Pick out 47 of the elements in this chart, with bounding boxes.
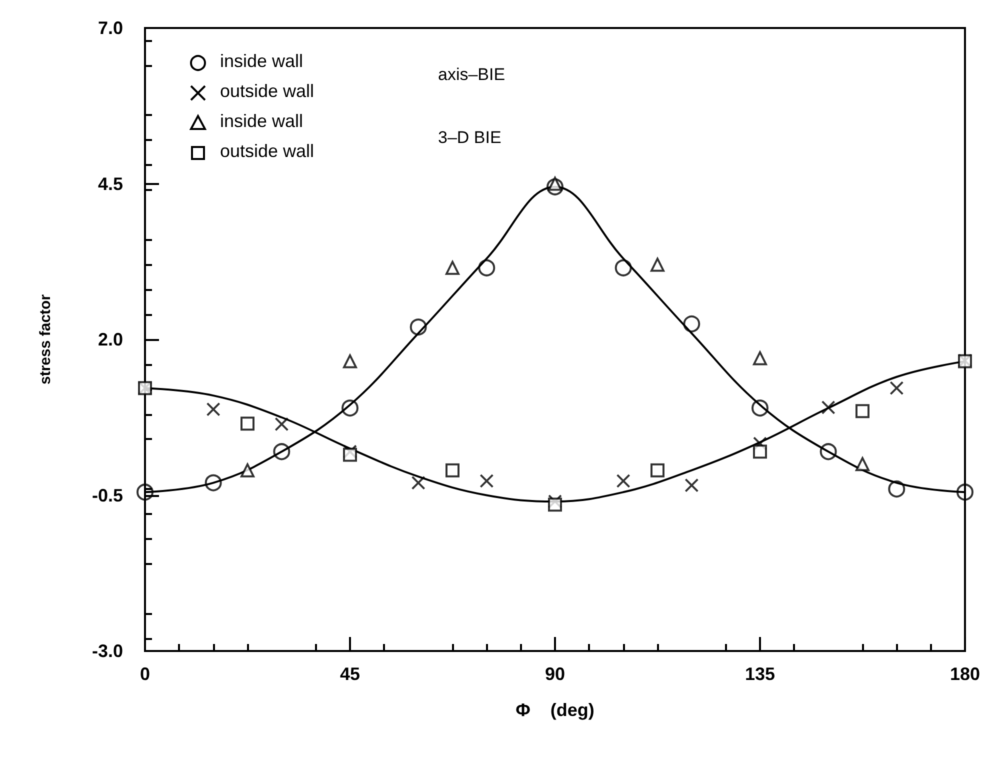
legend-label: inside wall [220, 51, 304, 71]
x-tick-label: 135 [744, 664, 776, 684]
point [855, 404, 870, 418]
point [411, 476, 426, 490]
point [342, 400, 358, 417]
point [752, 444, 767, 459]
y-tick-label: 4.5 [98, 174, 123, 194]
y-axis-title: stress factor [37, 294, 54, 385]
point [616, 474, 630, 488]
point [206, 402, 220, 416]
point [480, 474, 494, 488]
legend-label: outside wall [220, 141, 314, 161]
point [342, 448, 357, 462]
point [650, 463, 664, 478]
point [546, 178, 564, 196]
legend-label: outside wall [220, 81, 314, 101]
point [274, 417, 289, 432]
x-tick-label: 180 [950, 664, 980, 684]
y-tick-label: -3.0 [92, 641, 123, 661]
point [888, 480, 906, 498]
annotation: axis–BIE [438, 65, 506, 84]
y-tick-label: 7.0 [98, 18, 123, 38]
y-tick-label: 2.0 [98, 330, 123, 350]
point [273, 443, 290, 460]
y-tick-label: -0.5 [92, 485, 123, 506]
annotation: 3–D BIE [438, 128, 502, 147]
point [820, 443, 837, 460]
point [684, 478, 699, 492]
point [821, 400, 836, 414]
point [548, 176, 562, 191]
point [614, 259, 632, 276]
point [240, 416, 254, 431]
point [548, 498, 562, 512]
point [956, 484, 974, 501]
point [683, 315, 700, 332]
x-tick-label: 0 [140, 664, 150, 684]
point [136, 484, 154, 501]
point [445, 463, 460, 478]
point [410, 318, 427, 336]
point [752, 400, 768, 417]
point [204, 474, 222, 492]
x-tick-label: 45 [340, 664, 360, 684]
x-tick-label: 90 [544, 664, 566, 684]
point [478, 259, 496, 276]
point [890, 381, 904, 396]
x-axis-title: Φ (deg) [516, 700, 594, 720]
legend-label: inside wall [220, 111, 304, 131]
